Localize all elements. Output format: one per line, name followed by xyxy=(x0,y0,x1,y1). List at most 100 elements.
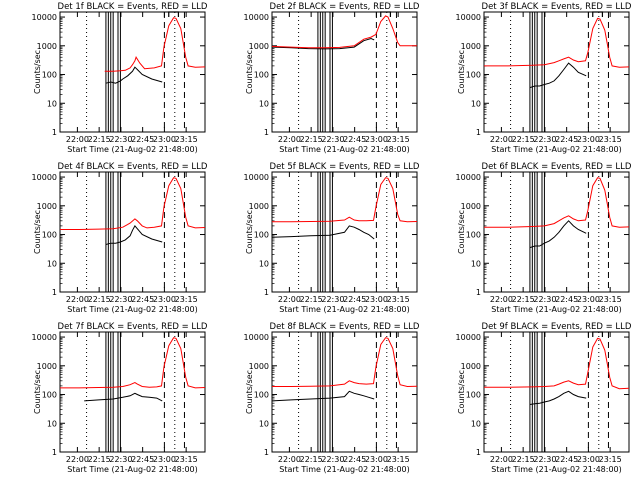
x-tick-label: 22:30 xyxy=(109,295,132,304)
lld-series-line xyxy=(484,17,630,68)
lld-series-line xyxy=(272,337,418,388)
x-tick-label: 22:45 xyxy=(555,135,578,144)
detector-panel: Det 1f BLACK = Events, RED = LLD 1 10 100 10… xyxy=(32,2,208,154)
panel-title: Det 7f BLACK = Events, RED = LLD xyxy=(58,322,208,332)
x-tick-label: 22:45 xyxy=(131,135,154,144)
x-tick-label: 22:15 xyxy=(512,295,535,304)
events-series-line xyxy=(529,62,587,89)
panel-title: Det 2f BLACK = Events, RED = LLD xyxy=(270,2,420,12)
x-tick-label: 22:45 xyxy=(343,455,366,464)
y-tick-label: 10 xyxy=(259,419,269,428)
x-axis-label: Start Time (21-Aug-02 21:48:00) xyxy=(279,465,410,474)
x-tick-label: 22:30 xyxy=(533,295,556,304)
y-axis-label: Counts/sec xyxy=(33,210,42,254)
x-axis-label: Start Time (21-Aug-02 21:48:00) xyxy=(279,305,410,314)
y-tick-label: 10 xyxy=(259,99,269,108)
y-axis-label: Counts/sec xyxy=(245,370,254,414)
detector-panel: Det 4f BLACK = Events, RED = LLD 1 10 100 10… xyxy=(32,162,208,314)
x-axis-label: Start Time (21-Aug-02 21:48:00) xyxy=(67,145,198,154)
x-tick-label: 22:15 xyxy=(512,135,535,144)
y-tick-label: 10000 xyxy=(456,333,481,342)
plot-frame xyxy=(483,171,630,293)
top-interval-bracket xyxy=(168,11,180,17)
y-axis-label: Counts/sec xyxy=(457,50,466,94)
y-tick-label: 10 xyxy=(259,259,269,268)
x-tick-label: 22:45 xyxy=(131,455,154,464)
y-tick-label: 10000 xyxy=(456,173,481,182)
x-tick-label: 23:00 xyxy=(153,135,176,144)
x-tick-label: 22:30 xyxy=(321,455,344,464)
y-tick-label: 10000 xyxy=(32,173,57,182)
y-tick-label: 100 xyxy=(254,231,269,240)
y-tick-label: 1 xyxy=(476,448,481,457)
x-tick-label: 22:15 xyxy=(300,455,323,464)
y-tick-label: 1000 xyxy=(249,202,269,211)
x-tick-label: 23:15 xyxy=(175,455,198,464)
x-tick-label: 23:15 xyxy=(599,295,622,304)
lld-series-line xyxy=(60,337,206,389)
lld-series-line xyxy=(484,337,630,390)
events-series-line xyxy=(84,392,163,402)
plot-frame xyxy=(483,331,630,453)
events-series-line xyxy=(271,37,375,50)
x-tick-label: 23:15 xyxy=(387,295,410,304)
x-tick-label: 23:00 xyxy=(365,135,388,144)
y-axis-label: Counts/sec xyxy=(33,370,42,414)
y-axis-label: Counts/sec xyxy=(33,50,42,94)
y-tick-label: 10000 xyxy=(456,13,481,22)
lld-series-line xyxy=(272,177,418,223)
x-tick-label: 22:15 xyxy=(300,135,323,144)
y-tick-label: 100 xyxy=(42,391,57,400)
y-axis-label: Counts/sec xyxy=(245,210,254,254)
x-tick-label: 23:00 xyxy=(577,455,600,464)
x-tick-label: 23:15 xyxy=(387,455,410,464)
y-tick-label: 1 xyxy=(52,288,57,297)
panel-title: Det 1f BLACK = Events, RED = LLD xyxy=(58,2,208,12)
detector-panel: Det 3f BLACK = Events, RED = LLD 1 10 100 10… xyxy=(456,2,632,154)
y-tick-label: 1000 xyxy=(37,362,57,371)
x-tick-label: 22:45 xyxy=(343,135,366,144)
x-tick-label: 22:00 xyxy=(66,295,89,304)
y-tick-label: 10 xyxy=(47,419,57,428)
x-tick-label: 23:00 xyxy=(365,295,388,304)
y-tick-label: 100 xyxy=(466,391,481,400)
y-tick-label: 1 xyxy=(264,448,269,457)
x-tick-label: 22:15 xyxy=(88,455,111,464)
x-axis-label: Start Time (21-Aug-02 21:48:00) xyxy=(67,305,198,314)
x-tick-label: 23:00 xyxy=(365,455,388,464)
x-tick-label: 23:15 xyxy=(599,455,622,464)
y-tick-label: 1 xyxy=(52,448,57,457)
y-tick-label: 10000 xyxy=(32,13,57,22)
x-axis-label: Start Time (21-Aug-02 21:48:00) xyxy=(491,145,622,154)
x-tick-label: 22:30 xyxy=(533,455,556,464)
x-axis-label: Start Time (21-Aug-02 21:48:00) xyxy=(491,465,622,474)
top-interval-bracket xyxy=(380,171,392,177)
x-tick-label: 22:00 xyxy=(278,295,301,304)
x-tick-label: 23:00 xyxy=(577,135,600,144)
x-tick-label: 22:45 xyxy=(131,295,154,304)
x-tick-label: 22:00 xyxy=(66,135,89,144)
y-tick-label: 1000 xyxy=(461,362,481,371)
x-tick-label: 23:15 xyxy=(387,135,410,144)
y-tick-label: 1000 xyxy=(37,42,57,51)
x-tick-label: 22:00 xyxy=(490,455,513,464)
y-tick-label: 1000 xyxy=(461,42,481,51)
events-series-line xyxy=(271,225,375,240)
top-interval-bracket xyxy=(592,11,604,17)
plot-frame xyxy=(271,171,418,293)
x-tick-label: 22:00 xyxy=(66,455,89,464)
lld-series-line xyxy=(271,15,417,49)
x-tick-label: 22:15 xyxy=(88,295,111,304)
y-axis-label: Counts/sec xyxy=(457,370,466,414)
y-tick-label: 10 xyxy=(47,99,57,108)
plot-frame xyxy=(483,11,630,133)
x-tick-label: 22:00 xyxy=(278,455,301,464)
plot-frame xyxy=(59,171,206,293)
detector-panel: Det 7f BLACK = Events, RED = LLD 1 10 100 10… xyxy=(32,322,208,474)
top-interval-bracket xyxy=(592,331,604,337)
detector-panel: Det 9f BLACK = Events, RED = LLD 1 10 100 10… xyxy=(456,322,632,474)
x-axis-label: Start Time (21-Aug-02 21:48:00) xyxy=(67,465,198,474)
x-tick-label: 23:15 xyxy=(175,135,198,144)
x-tick-label: 22:15 xyxy=(300,295,323,304)
